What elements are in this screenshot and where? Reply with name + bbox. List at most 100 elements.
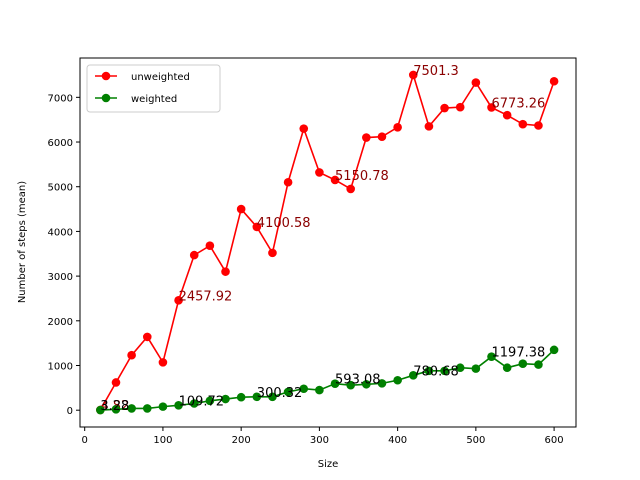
x-tick-label-4: 400 (388, 435, 407, 446)
data-point-unweighted-21 (424, 122, 434, 131)
data-point-weighted-2 (127, 404, 136, 413)
legend: unweighted weighted (86, 64, 221, 113)
data-point-weighted-6 (189, 399, 199, 408)
data-point-weighted-16 (346, 380, 355, 390)
data-label-unweighted-4: 7501.3 (413, 64, 459, 79)
data-point-weighted-1 (111, 405, 121, 414)
data-point-unweighted-4 (158, 358, 168, 367)
data-point-unweighted-9 (236, 204, 246, 214)
plot-frame (79, 57, 577, 428)
data-point-weighted-11 (268, 392, 277, 402)
data-point-weighted-5 (174, 400, 183, 410)
x-tick-label-5: 500 (466, 435, 485, 446)
x-tick-label-2: 200 (232, 435, 251, 446)
plot-layer: 4.822457.924100.585150.787501.36773.263.… (96, 64, 559, 415)
legend-label-unweighted: unweighted (131, 72, 190, 83)
data-point-unweighted-24 (471, 78, 481, 87)
data-label-weighted-0: 3.28 (100, 399, 129, 414)
legend-marker-weighted (101, 93, 111, 103)
data-point-weighted-9 (236, 392, 246, 402)
legend-label-weighted: weighted (131, 94, 177, 105)
x-axis: 0 100 200 300 400 500 600 (82, 427, 564, 446)
data-point-weighted-17 (362, 379, 371, 389)
legend-box (86, 64, 221, 113)
y-tick-label-2: 2000 (48, 317, 73, 328)
data-point-unweighted-16 (346, 184, 355, 194)
data-point-weighted-3 (142, 404, 152, 413)
y-axis: 0 1000 2000 3000 4000 5000 6000 7000 (48, 93, 80, 417)
x-tick-label-0: 0 (82, 435, 88, 446)
data-point-unweighted-28 (534, 121, 543, 130)
data-point-unweighted-12 (283, 177, 293, 187)
data-point-weighted-0 (96, 405, 105, 415)
series-line-unweighted (99, 72, 555, 411)
data-point-unweighted-10 (252, 222, 262, 232)
data-point-weighted-22 (440, 366, 449, 376)
data-point-weighted-18 (377, 379, 387, 388)
data-point-unweighted-15 (330, 175, 340, 185)
data-point-unweighted-5 (174, 296, 183, 305)
data-point-unweighted-7 (205, 241, 215, 251)
data-point-weighted-19 (393, 375, 402, 385)
data-label-weighted-2: 300.32 (257, 386, 303, 401)
x-tick-label-3: 300 (310, 435, 329, 446)
data-label-weighted-1: 109.72 (179, 394, 225, 409)
data-label-weighted-5: 1197.38 (492, 346, 546, 361)
data-point-weighted-28 (534, 360, 543, 369)
data-point-weighted-13 (299, 384, 309, 394)
data-label-weighted-4: 780.68 (413, 364, 459, 379)
data-point-unweighted-25 (487, 103, 496, 112)
data-label-unweighted-2: 4100.58 (257, 216, 311, 231)
data-point-unweighted-20 (408, 70, 418, 80)
data-point-unweighted-22 (440, 103, 449, 113)
data-point-unweighted-1 (111, 378, 121, 387)
data-point-unweighted-14 (315, 168, 324, 177)
data-point-weighted-26 (502, 363, 512, 373)
data-point-weighted-10 (252, 392, 262, 402)
data-point-weighted-15 (330, 379, 340, 388)
data-point-weighted-29 (549, 345, 559, 355)
data-point-unweighted-18 (377, 132, 387, 141)
data-point-weighted-4 (158, 402, 168, 411)
data-label-weighted-3: 593.08 (335, 373, 381, 388)
y-tick-label-0: 0 (67, 406, 73, 417)
x-axis-label: Size (318, 459, 339, 470)
data-point-weighted-24 (471, 364, 481, 373)
data-point-weighted-7 (205, 396, 215, 406)
data-point-unweighted-8 (221, 267, 230, 276)
y-tick-label-3: 3000 (48, 272, 73, 283)
y-tick-label-7: 7000 (48, 93, 73, 104)
data-point-unweighted-13 (299, 124, 309, 133)
data-point-weighted-8 (221, 394, 230, 404)
data-point-unweighted-29 (549, 76, 559, 86)
y-tick-label-6: 6000 (48, 138, 73, 149)
data-label-unweighted-3: 5150.78 (335, 169, 389, 184)
data-point-unweighted-3 (142, 332, 152, 342)
data-label-unweighted-1: 2457.92 (179, 289, 233, 304)
data-point-unweighted-27 (518, 119, 528, 129)
data-point-unweighted-2 (127, 350, 136, 360)
data-point-unweighted-11 (268, 248, 277, 258)
y-tick-label-1: 1000 (48, 362, 73, 373)
data-point-weighted-20 (408, 371, 418, 380)
data-label-unweighted-5: 6773.26 (492, 96, 546, 111)
x-tick-label-1: 100 (153, 435, 172, 446)
data-point-unweighted-26 (502, 110, 512, 120)
series-line-weighted (100, 349, 555, 411)
y-tick-label-4: 4000 (48, 227, 73, 238)
data-point-weighted-12 (283, 387, 293, 397)
data-point-unweighted-17 (362, 133, 371, 142)
data-point-unweighted-19 (393, 122, 402, 132)
y-tick-label-5: 5000 (48, 183, 73, 194)
x-tick-label-6: 600 (545, 435, 564, 446)
data-point-weighted-23 (455, 363, 465, 373)
data-point-unweighted-23 (455, 102, 465, 112)
data-point-weighted-21 (424, 366, 434, 376)
data-point-weighted-25 (487, 352, 496, 361)
data-point-weighted-14 (315, 385, 324, 395)
data-point-unweighted-6 (189, 250, 199, 260)
legend-marker-unweighted (101, 71, 111, 81)
y-axis-label: Number of steps (mean) (17, 181, 28, 303)
data-point-weighted-27 (518, 359, 528, 369)
